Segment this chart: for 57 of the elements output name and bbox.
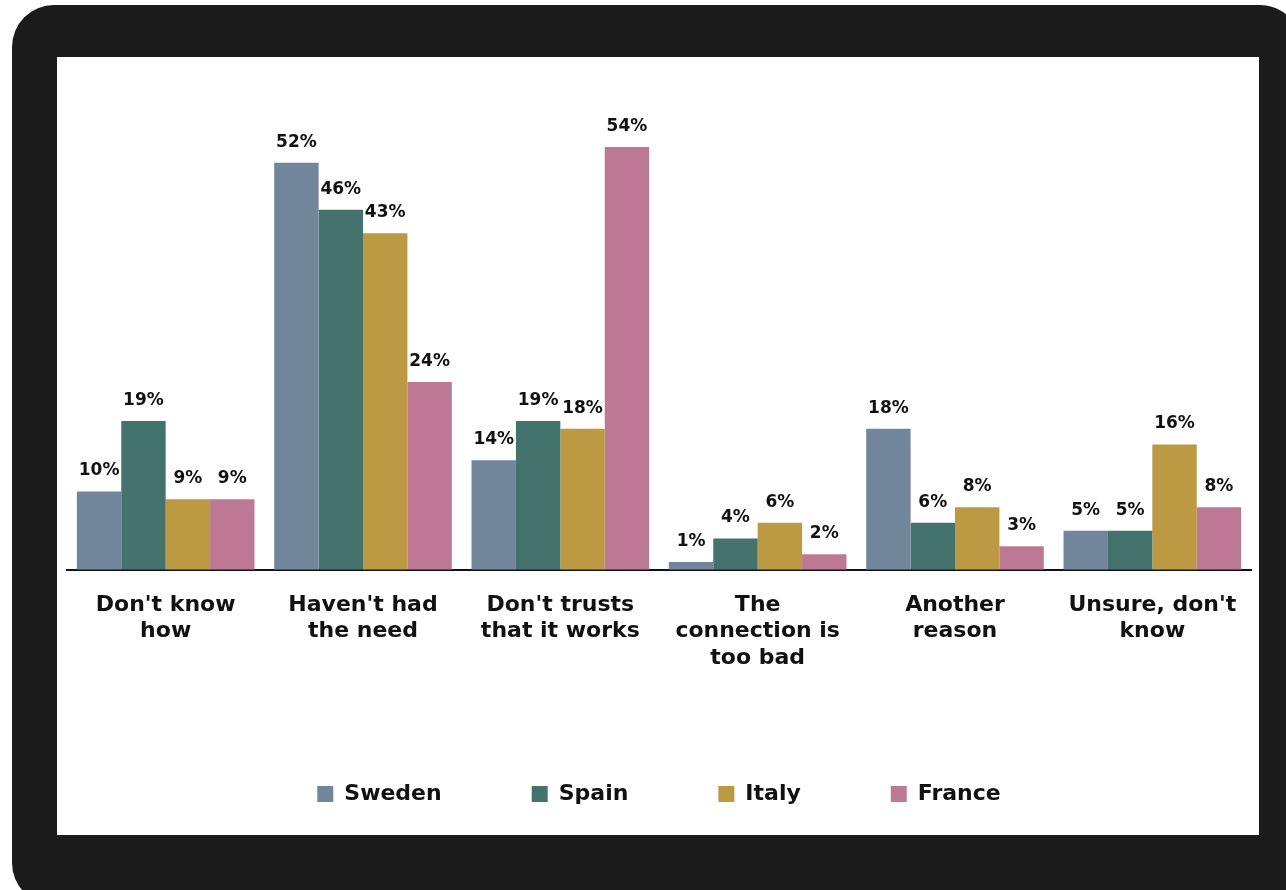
data-label: 6% xyxy=(918,490,948,511)
bar xyxy=(121,421,166,570)
bar xyxy=(604,147,650,570)
x-tick-label: Don't trusts that it works xyxy=(480,590,640,643)
bar xyxy=(210,499,255,570)
legend-label: Italy xyxy=(745,779,801,805)
bar xyxy=(802,554,847,570)
bar xyxy=(363,233,408,570)
bar xyxy=(560,428,605,570)
data-label: 19% xyxy=(123,388,164,409)
bar xyxy=(515,421,561,570)
data-label: 46% xyxy=(320,177,362,198)
data-label: 24% xyxy=(409,349,450,370)
data-label: 9% xyxy=(173,467,203,488)
bar xyxy=(713,538,758,570)
data-label: 5% xyxy=(1115,498,1145,519)
bar xyxy=(1107,530,1153,570)
bar xyxy=(866,428,911,570)
data-label: 1% xyxy=(676,529,706,550)
data-label: 5% xyxy=(1071,498,1101,519)
data-label: 9% xyxy=(217,467,247,488)
bar xyxy=(999,546,1044,570)
x-tick-label: Unsure, don't know xyxy=(1068,590,1237,643)
data-label: 4% xyxy=(721,506,750,527)
bar xyxy=(1063,530,1108,570)
data-label: 52% xyxy=(276,130,317,151)
legend-label: Spain xyxy=(558,779,629,805)
data-label: 16% xyxy=(1154,412,1195,433)
data-label: 6% xyxy=(765,490,795,511)
bar xyxy=(318,209,363,570)
bar xyxy=(757,522,803,570)
bar xyxy=(1196,507,1242,570)
data-label: 2% xyxy=(809,522,839,543)
x-tick-label: Another reason xyxy=(905,590,1006,643)
data-label: 14% xyxy=(473,428,515,449)
data-label: 18% xyxy=(868,396,909,417)
bar xyxy=(910,522,955,570)
data-label: 54% xyxy=(606,114,648,135)
data-label: 18% xyxy=(562,396,603,417)
x-tick-label: The connection is too bad xyxy=(675,590,840,669)
legend-label: France xyxy=(917,779,1001,805)
data-label: 8% xyxy=(962,475,992,496)
data-label: 43% xyxy=(364,201,406,222)
bar xyxy=(471,460,516,570)
bar xyxy=(1152,444,1197,570)
bar xyxy=(407,381,452,570)
data-label: 19% xyxy=(517,388,559,409)
data-label: 10% xyxy=(78,459,120,480)
bar xyxy=(955,507,1000,570)
x-tick-label: Don't know how xyxy=(95,590,236,643)
data-label: 8% xyxy=(1204,475,1234,496)
legend-label: Sweden xyxy=(344,779,442,805)
x-tick-label: Haven't had the need xyxy=(288,590,438,643)
bar xyxy=(274,162,319,570)
bar xyxy=(76,491,122,570)
data-label: 3% xyxy=(1007,514,1037,535)
bar xyxy=(165,499,211,570)
